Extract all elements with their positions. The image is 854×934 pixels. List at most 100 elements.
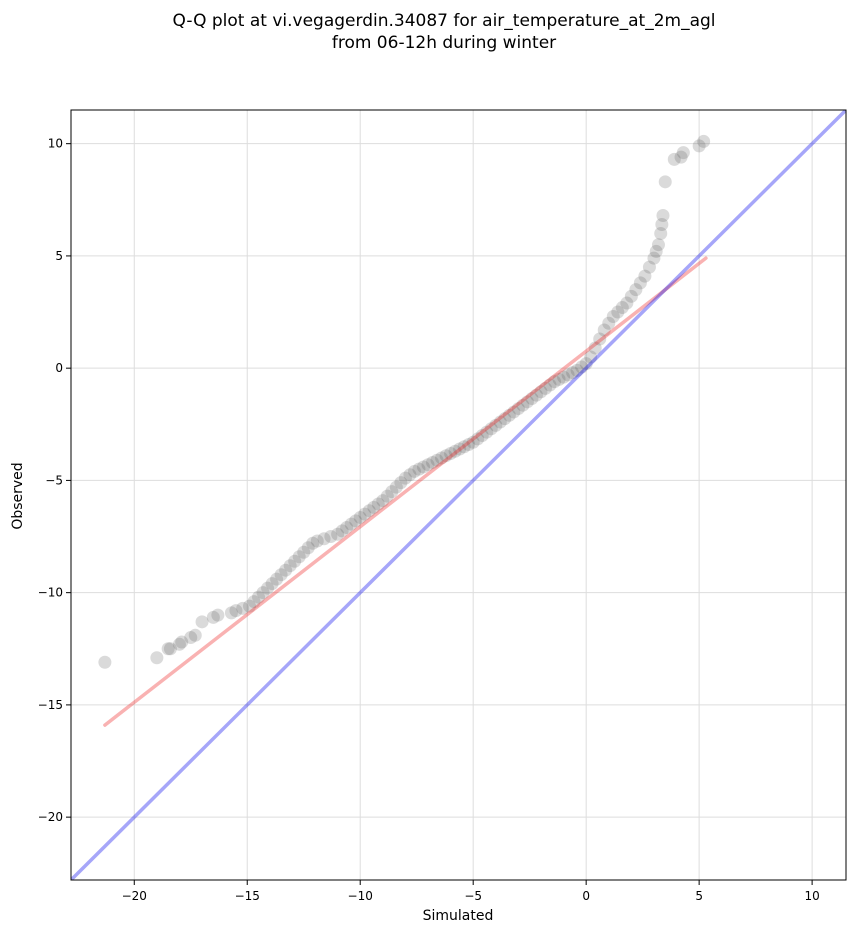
quantile-point xyxy=(247,595,261,609)
x-tick-label: −20 xyxy=(122,889,147,903)
quantile-point xyxy=(475,429,489,443)
y-tick-label: −20 xyxy=(38,810,63,824)
quantile-point xyxy=(444,446,458,460)
quantile-point xyxy=(570,363,584,377)
quantile-point xyxy=(261,581,275,595)
quantile-point xyxy=(638,269,652,283)
quantile-point xyxy=(471,432,485,446)
quantile-point xyxy=(398,471,412,485)
quantile-point xyxy=(480,425,494,439)
quantile-point xyxy=(457,440,471,454)
quantile-point xyxy=(597,323,611,337)
x-tick-label: 0 xyxy=(582,889,590,903)
quantile-point xyxy=(543,378,557,392)
y-tick-label: 5 xyxy=(55,249,63,263)
quantile-point xyxy=(507,405,521,419)
quantile-point xyxy=(349,514,363,528)
quantile-point xyxy=(362,504,376,518)
quantile-point xyxy=(229,604,243,618)
quantile-point xyxy=(256,586,270,600)
quantile-point xyxy=(211,608,225,622)
y-tick-label: −5 xyxy=(45,473,63,487)
quantile-point xyxy=(593,332,607,346)
quantile-point xyxy=(584,350,598,364)
x-tick-label: 5 xyxy=(695,889,703,903)
quantile-point xyxy=(184,631,198,645)
quantile-point xyxy=(620,296,634,310)
quantile-point xyxy=(498,412,512,426)
y-axis-ticks: −20 −15 −10 −5 0 5 10 xyxy=(38,137,71,824)
y-tick-label: −15 xyxy=(38,698,63,712)
quantile-point xyxy=(283,559,297,573)
quantile-point xyxy=(270,572,284,586)
x-tick-label: −5 xyxy=(464,889,482,903)
quantile-point xyxy=(611,305,625,319)
quantile-point xyxy=(335,524,349,538)
x-tick-label: −15 xyxy=(235,889,260,903)
quantile-point xyxy=(538,381,552,395)
quantile-point xyxy=(674,150,688,164)
quantile-point xyxy=(252,590,266,604)
quantile-point xyxy=(633,276,647,290)
quantile-point xyxy=(195,615,209,629)
quantile-points xyxy=(98,134,711,669)
quantile-point xyxy=(394,476,408,490)
quantile-point xyxy=(566,366,580,380)
quantile-point xyxy=(163,642,177,656)
quantile-point xyxy=(435,451,449,465)
quantile-point xyxy=(493,415,507,429)
quantile-point xyxy=(242,599,256,613)
quantile-point xyxy=(274,568,288,582)
quantile-point xyxy=(697,134,711,148)
quantile-point xyxy=(654,226,668,240)
quantile-point xyxy=(224,606,238,620)
quantile-point xyxy=(462,437,476,451)
quantile-point xyxy=(651,238,665,252)
quantile-point xyxy=(575,360,589,374)
quantile-point xyxy=(416,460,430,474)
quantile-point xyxy=(150,651,164,665)
quantile-point xyxy=(548,375,562,389)
x-axis-label: Simulated xyxy=(423,908,494,924)
quantile-point xyxy=(615,301,629,315)
quantile-point xyxy=(529,388,543,402)
quantile-point xyxy=(358,507,372,521)
quantile-point xyxy=(353,510,367,524)
quantile-point xyxy=(448,444,462,458)
quantile-point xyxy=(579,357,593,371)
quantile-point xyxy=(439,449,453,463)
quantile-point xyxy=(649,244,663,258)
quantile-point xyxy=(430,453,444,467)
quantile-point xyxy=(453,442,467,456)
quantile-point xyxy=(376,494,390,508)
quantile-point xyxy=(380,489,394,503)
quantile-point xyxy=(188,628,202,642)
quantile-point xyxy=(557,370,571,384)
quantile-point xyxy=(310,534,324,548)
quantile-point xyxy=(367,500,381,514)
quantile-point xyxy=(520,395,534,409)
quantile-point xyxy=(588,341,602,355)
quantile-point xyxy=(331,527,345,541)
quantile-point xyxy=(206,610,220,624)
quantile-point xyxy=(172,637,186,651)
quantile-point xyxy=(534,385,548,399)
quantile-point xyxy=(306,536,320,550)
quantile-point xyxy=(371,497,385,511)
quantile-point xyxy=(676,146,690,160)
grid xyxy=(71,110,846,880)
quantile-point xyxy=(279,563,293,577)
y-tick-label: 0 xyxy=(55,361,63,375)
quantile-point xyxy=(288,554,302,568)
quantile-point xyxy=(502,408,516,422)
quantile-point xyxy=(98,655,112,669)
fit-line xyxy=(103,256,708,727)
quantile-point xyxy=(426,455,440,469)
quantile-point xyxy=(606,310,620,324)
quantile-point xyxy=(692,139,706,153)
quantile-point xyxy=(602,316,616,330)
quantile-point xyxy=(552,372,566,386)
quantile-point xyxy=(655,217,669,231)
quantile-point xyxy=(317,532,331,546)
